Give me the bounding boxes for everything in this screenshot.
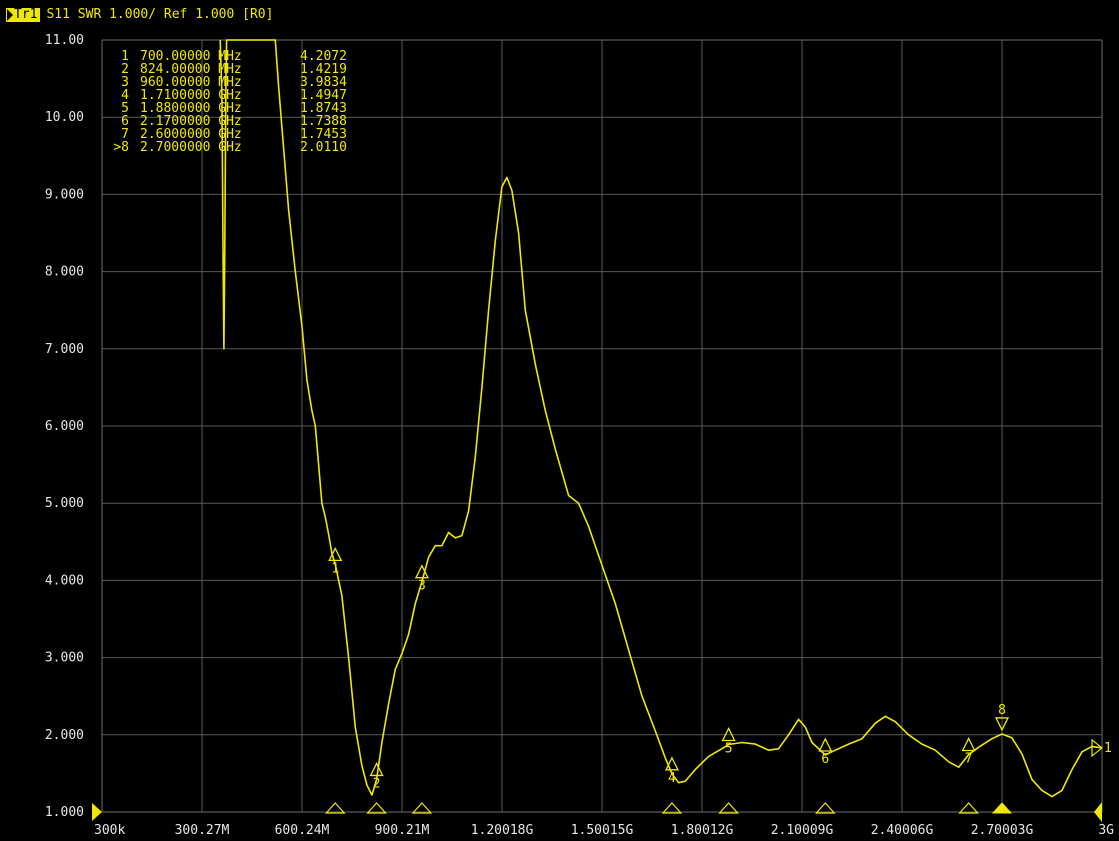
marker-triangle (961, 737, 976, 752)
marker-triangle (664, 756, 680, 771)
trace-header: Tr1 S11 SWR 1.000/ Ref 1.000 [R0] (6, 7, 273, 23)
y-tick-label: 4.000 (45, 573, 84, 588)
x-tick-label: 600.24M (275, 823, 330, 838)
marker-table-freq: 2.6000000 GHz (140, 127, 242, 142)
marker-triangle (369, 761, 384, 777)
marker-table-freq: 2.1700000 GHz (140, 114, 242, 129)
marker-number: 2 (373, 776, 381, 791)
y-tick-label: 1.000 (45, 805, 84, 820)
x-tick-label: 1.80012G (671, 823, 734, 838)
marker-triangle (414, 564, 429, 579)
marker-table-value: 2.0110 (300, 140, 347, 155)
scale-arrow-icon (1094, 802, 1102, 822)
y-tick-label: 7.000 (45, 342, 84, 357)
marker-triangle (328, 546, 343, 562)
right-edge-marker-icon (1091, 738, 1103, 758)
marker-table-id: 1 (121, 49, 129, 64)
marker-number: 3 (418, 579, 426, 594)
x-tick-label: 3G (1098, 823, 1114, 838)
marker-table-freq: 2.7000000 GHz (140, 140, 242, 155)
x-tick-label: 1.50015G (571, 823, 634, 838)
x-tick-label: 2.10009G (771, 823, 834, 838)
x-tick-label: 300k (94, 823, 125, 838)
y-tick-label: 11.00 (45, 33, 84, 48)
axis-marker-indicator (366, 802, 387, 814)
marker-table-value: 1.7388 (300, 114, 347, 129)
axis-marker-indicator (991, 802, 1013, 814)
marker-table-value: 1.8743 (300, 101, 347, 116)
marker-number: 1 (331, 561, 339, 576)
x-tick-label: 2.70003G (971, 823, 1034, 838)
y-tick-label: 10.00 (45, 110, 84, 125)
marker-table-id: 3 (121, 75, 129, 90)
marker-table-id: 6 (121, 114, 129, 129)
x-tick-label: 2.40006G (871, 823, 934, 838)
axis-marker-indicator (718, 802, 739, 814)
marker-table-value: 4.2072 (300, 49, 347, 64)
y-tick-label: 6.000 (45, 419, 84, 434)
y-tick-label: 9.000 (45, 187, 84, 202)
axis-marker-indicator (324, 802, 346, 814)
marker-table-id: 2 (121, 62, 129, 77)
reference-level-arrow-icon (92, 803, 102, 821)
marker-number: 5 (725, 742, 733, 757)
y-tick-label: 5.000 (45, 496, 84, 511)
trace-line (219, 39, 1103, 798)
marker-table-id: >8 (113, 140, 129, 155)
axis-marker-indicator (814, 802, 836, 814)
trace-badge[interactable]: Tr1 (6, 7, 41, 22)
marker-table-freq: 1.8800000 GHz (140, 101, 242, 116)
y-tick-label: 3.000 (45, 651, 84, 666)
marker-table-value: 3.9834 (300, 75, 347, 90)
axis-marker-indicator (958, 802, 980, 814)
y-tick-label: 8.000 (45, 265, 84, 280)
marker-table-id: 7 (121, 127, 129, 142)
marker-number: 7 (965, 751, 973, 766)
marker-number: 4 (668, 771, 676, 786)
x-tick-label: 900.21M (375, 823, 430, 838)
marker-table-value: 1.7453 (300, 127, 347, 142)
axis-marker-indicator (411, 802, 433, 814)
marker-number: 8 (998, 703, 1006, 718)
axis-marker-indicator (661, 802, 683, 814)
marker-table-freq: 824.00000 MHz (140, 62, 242, 77)
marker-triangle (818, 737, 833, 752)
marker-table-value: 1.4219 (300, 62, 347, 77)
x-tick-label: 1.20018G (471, 823, 534, 838)
trace-format-text: S11 SWR 1.000/ Ref 1.000 [R0] (46, 7, 274, 22)
trace-arrow-icon (7, 9, 13, 21)
marker-table-id: 4 (121, 88, 129, 103)
marker-table-freq: 700.00000 MHz (140, 49, 242, 64)
trace-label: Tr1 (14, 7, 38, 22)
x-tick-label: 300.27M (175, 823, 230, 838)
y-tick-label: 2.000 (45, 728, 84, 743)
marker-triangle (721, 727, 736, 742)
marker-table-freq: 960.00000 MHz (140, 75, 242, 90)
marker-table-id: 5 (121, 101, 129, 116)
marker-triangle (994, 717, 1010, 732)
marker-number: 6 (821, 752, 829, 767)
marker-table-freq: 1.7100000 GHz (140, 88, 242, 103)
right-edge-marker-label: 1 (1104, 741, 1112, 756)
marker-table-value: 1.4947 (300, 88, 347, 103)
